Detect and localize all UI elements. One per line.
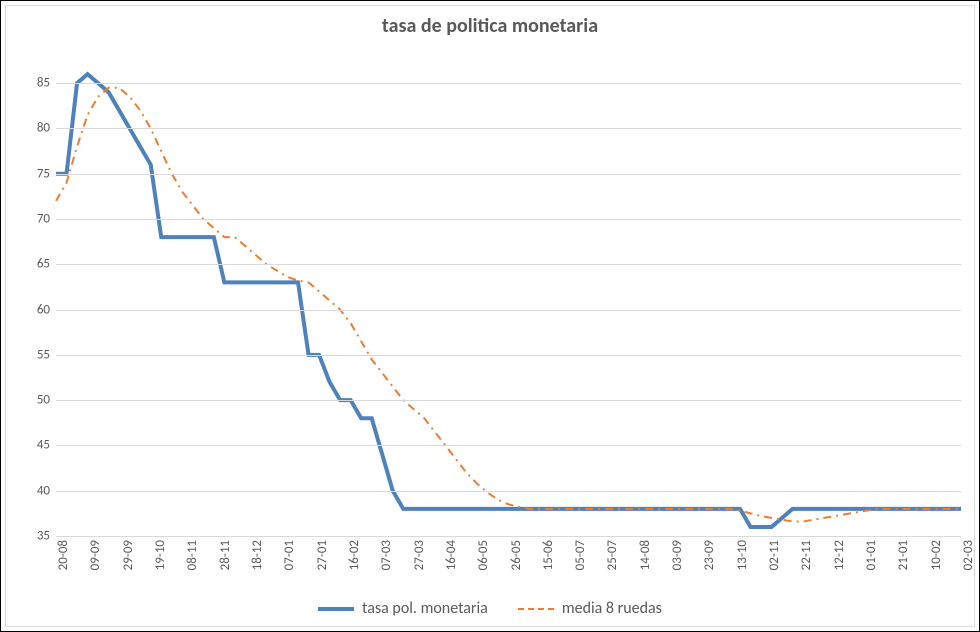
y-tick-label: 80 [37, 121, 50, 136]
gridline [56, 445, 961, 446]
legend-item: tasa pol. monetaria [318, 599, 488, 618]
y-tick-label: 65 [37, 257, 50, 272]
x-tick-label: 16-04 [444, 540, 459, 570]
x-tick-label: 09-09 [88, 540, 103, 570]
gridline [56, 536, 961, 537]
y-tick-label: 35 [37, 529, 50, 544]
x-tick-label: 25-07 [605, 540, 620, 570]
y-tick-label: 45 [37, 438, 50, 453]
gridline [56, 219, 961, 220]
legend-label: media 8 ruedas [562, 599, 662, 618]
x-tick-label: 14-08 [638, 540, 653, 570]
series-line [56, 88, 961, 522]
x-tick-label: 02-03 [961, 540, 976, 570]
x-tick-label: 18-12 [250, 540, 265, 570]
legend-label: tasa pol. monetaria [362, 599, 488, 618]
x-tick-label: 28-11 [218, 540, 233, 570]
chart-title: tasa de politica monetaria [6, 14, 974, 38]
x-tick-label: 05-07 [573, 540, 588, 570]
x-tick-label: 07-01 [282, 540, 297, 570]
y-tick-label: 40 [37, 483, 50, 498]
x-tick-label: 12-12 [832, 540, 847, 570]
y-tick-label: 55 [37, 347, 50, 362]
gridline [56, 128, 961, 129]
gridline [56, 400, 961, 401]
x-tick-label: 22-11 [799, 540, 814, 570]
x-tick-label: 13-10 [735, 540, 750, 570]
gridline [56, 174, 961, 175]
x-tick-label: 27-03 [412, 540, 427, 570]
x-tick-label: 02-11 [767, 540, 782, 570]
x-tick-label: 21-01 [896, 540, 911, 570]
gridline [56, 355, 961, 356]
chart-outer-frame: tasa de politica monetaria 3540455055606… [0, 0, 980, 632]
gridline [56, 491, 961, 492]
x-tick-label: 07-03 [379, 540, 394, 570]
legend-swatch [518, 608, 554, 610]
series-line [56, 74, 961, 527]
x-tick-label: 27-01 [315, 540, 330, 570]
y-tick-label: 75 [37, 166, 50, 181]
x-tick-label: 01-01 [864, 540, 879, 570]
chart-legend: tasa pol. monetaria media 8 ruedas [6, 599, 974, 618]
x-tick-label: 19-10 [153, 540, 168, 570]
x-tick-label: 26-05 [509, 540, 524, 570]
x-tick-label: 15-06 [541, 540, 556, 570]
x-tick-label: 06-05 [476, 540, 491, 570]
x-tick-label: 03-09 [670, 540, 685, 570]
x-tick-label: 08-11 [185, 540, 200, 570]
x-tick-label: 29-09 [121, 540, 136, 570]
legend-item: media 8 ruedas [518, 599, 662, 618]
chart-container: tasa de politica monetaria 3540455055606… [5, 5, 975, 627]
gridline [56, 310, 961, 311]
x-tick-label: 10-02 [929, 540, 944, 570]
y-tick-label: 85 [37, 76, 50, 91]
x-tick-label: 20-08 [56, 540, 71, 570]
y-tick-label: 70 [37, 212, 50, 227]
gridline [56, 83, 961, 84]
x-tick-label: 23-09 [702, 540, 717, 570]
plot-area: 354045505560657075808520-0809-0929-0919-… [56, 56, 961, 536]
y-tick-label: 50 [37, 393, 50, 408]
gridline [56, 264, 961, 265]
y-tick-label: 60 [37, 302, 50, 317]
x-tick-label: 16-02 [347, 540, 362, 570]
legend-swatch [318, 607, 354, 611]
